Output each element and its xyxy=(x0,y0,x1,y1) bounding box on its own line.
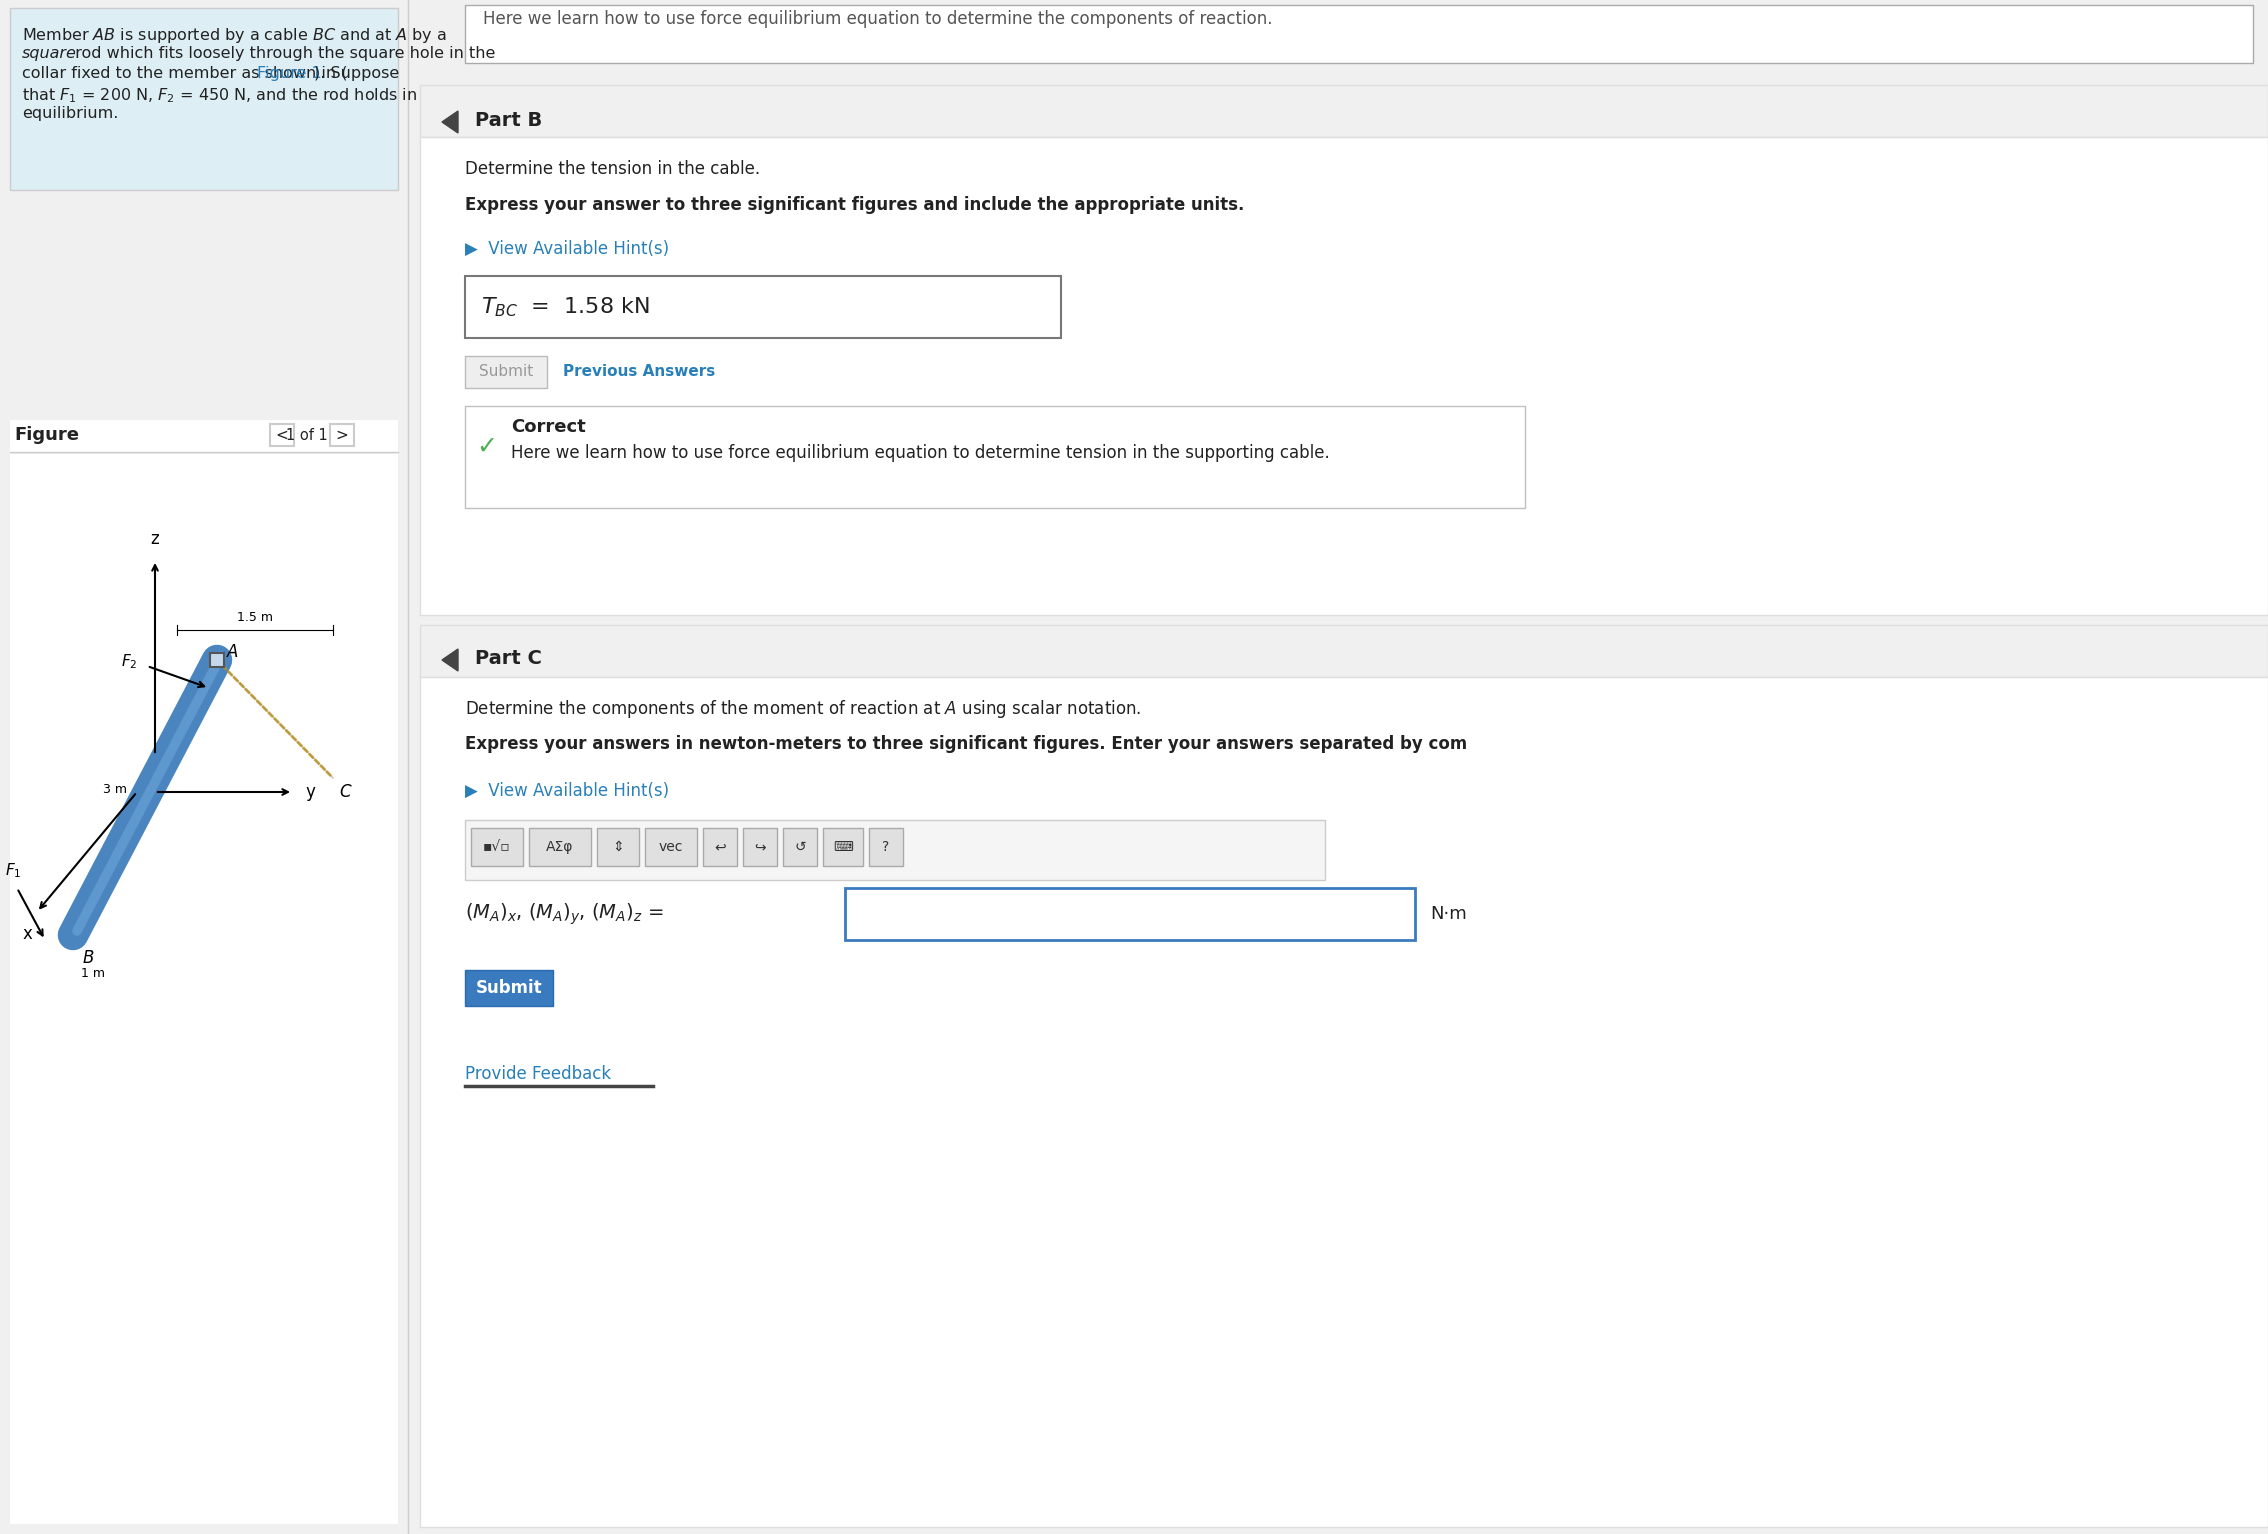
Text: ▶  View Available Hint(s): ▶ View Available Hint(s) xyxy=(465,239,669,258)
FancyBboxPatch shape xyxy=(9,454,397,1523)
Text: ). Suppose: ). Suppose xyxy=(313,66,399,81)
FancyBboxPatch shape xyxy=(465,5,2252,63)
Text: 1 of 1: 1 of 1 xyxy=(286,428,329,442)
FancyBboxPatch shape xyxy=(465,821,1325,881)
Text: 1.5 m: 1.5 m xyxy=(236,611,272,624)
Text: B: B xyxy=(84,950,95,966)
Text: Member $AB$ is supported by a cable $BC$ and at $A$ by a: Member $AB$ is supported by a cable $BC$… xyxy=(23,26,447,44)
FancyBboxPatch shape xyxy=(744,828,778,867)
Text: ↺: ↺ xyxy=(794,841,805,854)
FancyBboxPatch shape xyxy=(465,276,1061,337)
FancyBboxPatch shape xyxy=(596,828,640,867)
Text: A: A xyxy=(227,643,238,661)
FancyBboxPatch shape xyxy=(211,653,225,667)
Text: Express your answer to three significant figures and include the appropriate uni: Express your answer to three significant… xyxy=(465,196,1245,215)
Text: $T_{BC}$  =  1.58 kN: $T_{BC}$ = 1.58 kN xyxy=(481,295,649,319)
FancyBboxPatch shape xyxy=(528,828,592,867)
FancyBboxPatch shape xyxy=(9,420,397,453)
Text: x: x xyxy=(23,925,32,943)
Text: square: square xyxy=(23,46,77,61)
Text: vec: vec xyxy=(658,841,683,854)
Text: $F_2$: $F_2$ xyxy=(120,652,136,672)
Text: Determine the tension in the cable.: Determine the tension in the cable. xyxy=(465,160,760,178)
Text: 1 m: 1 m xyxy=(82,966,104,980)
FancyBboxPatch shape xyxy=(644,828,696,867)
FancyBboxPatch shape xyxy=(782,828,816,867)
Text: Correct: Correct xyxy=(510,417,585,436)
Polygon shape xyxy=(442,649,458,670)
FancyBboxPatch shape xyxy=(331,423,354,446)
Text: ▪√▫: ▪√▫ xyxy=(483,841,510,854)
Text: Provide Feedback: Provide Feedback xyxy=(465,1065,610,1083)
Text: Here we learn how to use force equilibrium equation to determine tension in the : Here we learn how to use force equilibri… xyxy=(510,443,1329,462)
Text: collar fixed to the member as shown in (: collar fixed to the member as shown in ( xyxy=(23,66,347,81)
FancyBboxPatch shape xyxy=(846,888,1415,940)
Text: N·m: N·m xyxy=(1431,905,1467,923)
FancyBboxPatch shape xyxy=(465,407,1524,508)
FancyBboxPatch shape xyxy=(465,969,553,1006)
FancyBboxPatch shape xyxy=(9,8,397,190)
Text: Express your answers in newton-meters to three significant figures. Enter your a: Express your answers in newton-meters to… xyxy=(465,735,1467,753)
Text: ▶  View Available Hint(s): ▶ View Available Hint(s) xyxy=(465,782,669,801)
Text: z: z xyxy=(150,531,159,548)
Text: ↩: ↩ xyxy=(714,841,726,854)
Text: Part B: Part B xyxy=(474,110,542,130)
FancyBboxPatch shape xyxy=(472,828,524,867)
Text: rod which fits loosely through the square hole in the: rod which fits loosely through the squar… xyxy=(70,46,494,61)
Text: ✓: ✓ xyxy=(476,436,497,459)
Polygon shape xyxy=(442,110,458,133)
Text: ΑΣφ: ΑΣφ xyxy=(547,841,574,854)
FancyBboxPatch shape xyxy=(703,828,737,867)
Text: ⇕: ⇕ xyxy=(612,841,624,854)
FancyBboxPatch shape xyxy=(465,356,547,388)
FancyBboxPatch shape xyxy=(869,828,903,867)
FancyBboxPatch shape xyxy=(420,624,2268,676)
Text: >: > xyxy=(336,428,349,442)
Text: Part C: Part C xyxy=(474,649,542,667)
FancyBboxPatch shape xyxy=(420,676,2268,1526)
FancyBboxPatch shape xyxy=(420,137,2268,615)
Text: ↪: ↪ xyxy=(755,841,767,854)
Text: y: y xyxy=(304,782,315,801)
Text: Figure 1: Figure 1 xyxy=(256,66,322,81)
FancyBboxPatch shape xyxy=(420,84,2268,137)
Text: equilibrium.: equilibrium. xyxy=(23,106,118,121)
Text: ?: ? xyxy=(882,841,889,854)
Text: $F_1$: $F_1$ xyxy=(5,861,20,881)
Text: Submit: Submit xyxy=(476,979,542,997)
Text: Determine the components of the moment of reaction at $A$ using scalar notation.: Determine the components of the moment o… xyxy=(465,698,1141,719)
Text: Submit: Submit xyxy=(479,365,533,379)
Text: $(M_A)_x$, $(M_A)_y$, $(M_A)_z$ =: $(M_A)_x$, $(M_A)_y$, $(M_A)_z$ = xyxy=(465,902,665,927)
FancyBboxPatch shape xyxy=(270,423,295,446)
Text: 3 m: 3 m xyxy=(102,782,127,796)
Text: that $F_1$ = 200 N, $F_2$ = 450 N, and the rod holds in: that $F_1$ = 200 N, $F_2$ = 450 N, and t… xyxy=(23,86,417,104)
Text: Figure: Figure xyxy=(14,426,79,443)
Text: Here we learn how to use force equilibrium equation to determine the components : Here we learn how to use force equilibri… xyxy=(483,11,1272,28)
Text: C: C xyxy=(338,782,352,801)
Text: <: < xyxy=(277,428,288,442)
Text: Previous Answers: Previous Answers xyxy=(562,365,714,379)
Text: ⌨: ⌨ xyxy=(832,841,853,854)
FancyBboxPatch shape xyxy=(823,828,864,867)
